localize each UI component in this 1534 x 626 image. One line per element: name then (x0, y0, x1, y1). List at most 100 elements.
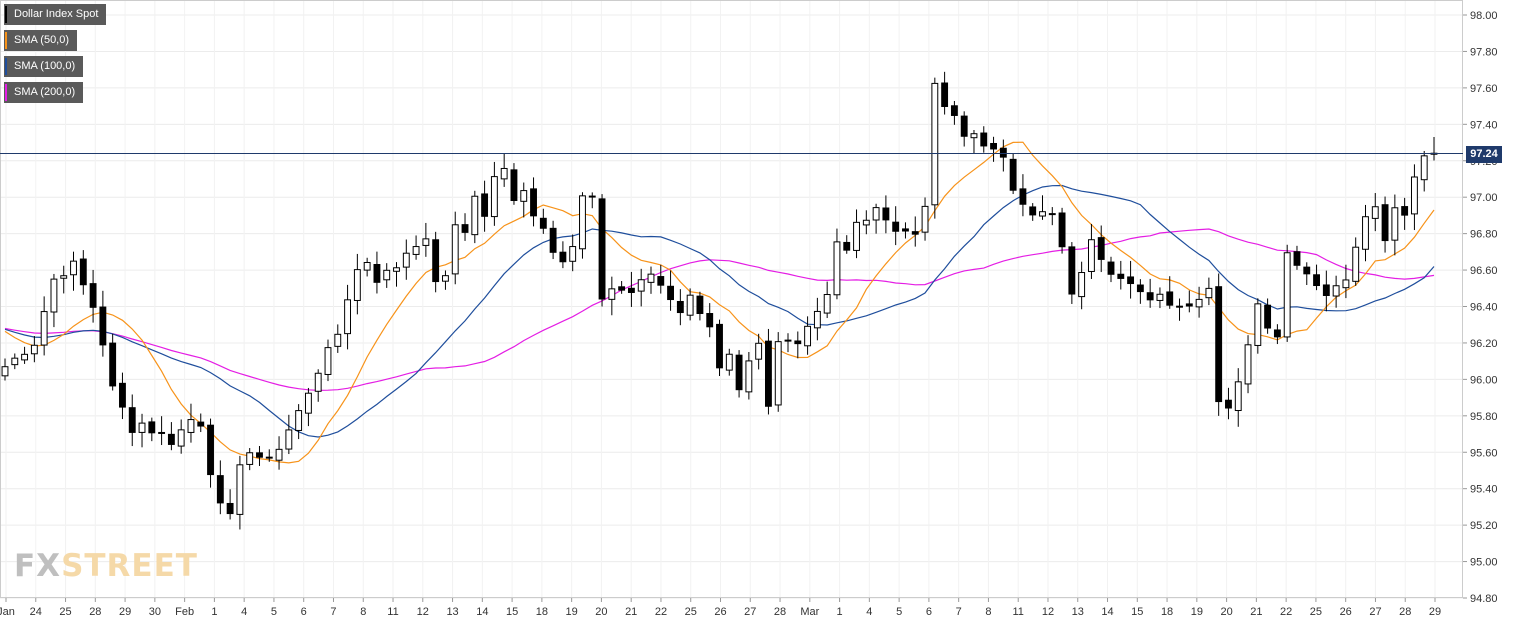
candle-body (89, 283, 97, 308)
candle-body (177, 429, 185, 447)
x-tick-label: 29 (1429, 606, 1441, 618)
candle-body (1332, 285, 1340, 297)
candle-body (627, 287, 635, 293)
x-tick-label: 14 (1101, 606, 1113, 618)
candle-body (1195, 298, 1203, 308)
x-tick-label: 7 (330, 606, 336, 618)
legend-label: SMA (50,0) (14, 34, 70, 46)
x-tick-label: 6 (301, 606, 307, 618)
candle-body (1, 366, 9, 377)
x-tick-label: 20 (1220, 606, 1232, 618)
legend-item-sma200[interactable]: SMA (200,0) (4, 82, 84, 103)
candle-body (902, 228, 909, 232)
candle-body (451, 224, 459, 275)
candle-body (11, 357, 19, 366)
candle-body (1410, 176, 1418, 215)
y-tick-label: 96.60 (1470, 265, 1498, 277)
x-tick-label: 26 (714, 606, 726, 618)
candle-body (1342, 279, 1350, 289)
candle-body (70, 260, 77, 276)
x-tick-label: 20 (595, 606, 607, 618)
x-tick-label: 28 (89, 606, 101, 618)
candle-body (1136, 284, 1144, 293)
sma-line (4, 184, 1435, 438)
candle-body (1293, 251, 1301, 266)
y-tick-label: 97.00 (1470, 192, 1498, 204)
candle-body (393, 267, 400, 272)
x-tick-label: 14 (476, 606, 488, 618)
y-tick-label: 96.40 (1470, 302, 1498, 314)
candle-body (500, 167, 508, 180)
candle-body (1381, 204, 1389, 242)
candle-body (530, 188, 537, 217)
candle-body (1019, 188, 1027, 205)
plot-border (0, 0, 1463, 598)
candle-body (207, 424, 214, 476)
candle-body (813, 310, 821, 329)
legend-item-sma100[interactable]: SMA (100,0) (4, 56, 84, 77)
candle-body (853, 221, 860, 251)
candle-body (432, 239, 440, 283)
x-tick-label: 7 (956, 606, 962, 618)
candle-body (745, 360, 753, 393)
x-tick-label: 12 (1042, 606, 1054, 618)
candle-body (735, 354, 743, 391)
candle-body (794, 340, 802, 345)
candle-body (706, 313, 714, 328)
candle-body (1322, 284, 1330, 296)
candle-body (1009, 158, 1017, 191)
candle-body (148, 421, 156, 434)
candle-body (667, 285, 674, 301)
x-tick-label: 24 (30, 606, 42, 618)
x-tick-label: 15 (506, 606, 518, 618)
y-tick-label: 96.80 (1470, 229, 1498, 241)
y-axis: 98.0097.8097.6097.4097.2097.0096.8096.60… (1463, 10, 1498, 605)
candle-body (569, 246, 577, 262)
candle-body (833, 241, 841, 296)
candle-body (236, 464, 244, 515)
candle-body (422, 238, 430, 246)
candle-body (373, 263, 381, 283)
logo-fx: FX (14, 548, 62, 584)
x-tick-label: 5 (896, 606, 902, 618)
x-tick-label: 25 (1310, 606, 1322, 618)
legend-item-sma50[interactable]: SMA (50,0) (4, 30, 78, 51)
x-tick-label: 29 (119, 606, 131, 618)
candle-body (158, 431, 166, 434)
candle-body (1156, 293, 1164, 301)
grid-lines (0, 0, 1463, 599)
candle-body (481, 193, 489, 217)
x-tick-label: 18 (1161, 606, 1173, 618)
legend-item-price[interactable]: Dollar Index Spot (4, 4, 107, 25)
candle-body (30, 344, 38, 355)
candle-body (109, 342, 117, 387)
candle-body (1273, 329, 1281, 338)
candle-body (774, 341, 782, 406)
candle-body (608, 288, 616, 300)
candle-body (383, 269, 391, 281)
candle-body (60, 275, 68, 279)
y-tick-label: 97.80 (1470, 46, 1498, 58)
candle-body (1048, 213, 1056, 216)
x-tick-label: 27 (1369, 606, 1381, 618)
candle-body (804, 325, 812, 347)
x-tick-label: Mar (800, 606, 819, 618)
candle-body (128, 407, 136, 433)
candle-body (823, 294, 831, 314)
candle-body (99, 306, 107, 346)
candle-body (285, 429, 293, 450)
candle-body (862, 219, 870, 226)
candle-body (784, 339, 792, 342)
x-tick-label: 22 (1280, 606, 1292, 618)
candle-body (882, 207, 890, 221)
candle-body (1058, 212, 1066, 248)
candle-body (676, 300, 684, 314)
x-tick-label: 27 (744, 606, 756, 618)
logo-street: STREET (61, 548, 198, 584)
candle-body (334, 333, 342, 347)
candle-body (755, 342, 763, 360)
y-tick-label: 96.20 (1470, 338, 1498, 350)
candle-body (598, 198, 606, 300)
candle-body (1029, 206, 1037, 216)
x-tick-label: 4 (241, 606, 247, 618)
